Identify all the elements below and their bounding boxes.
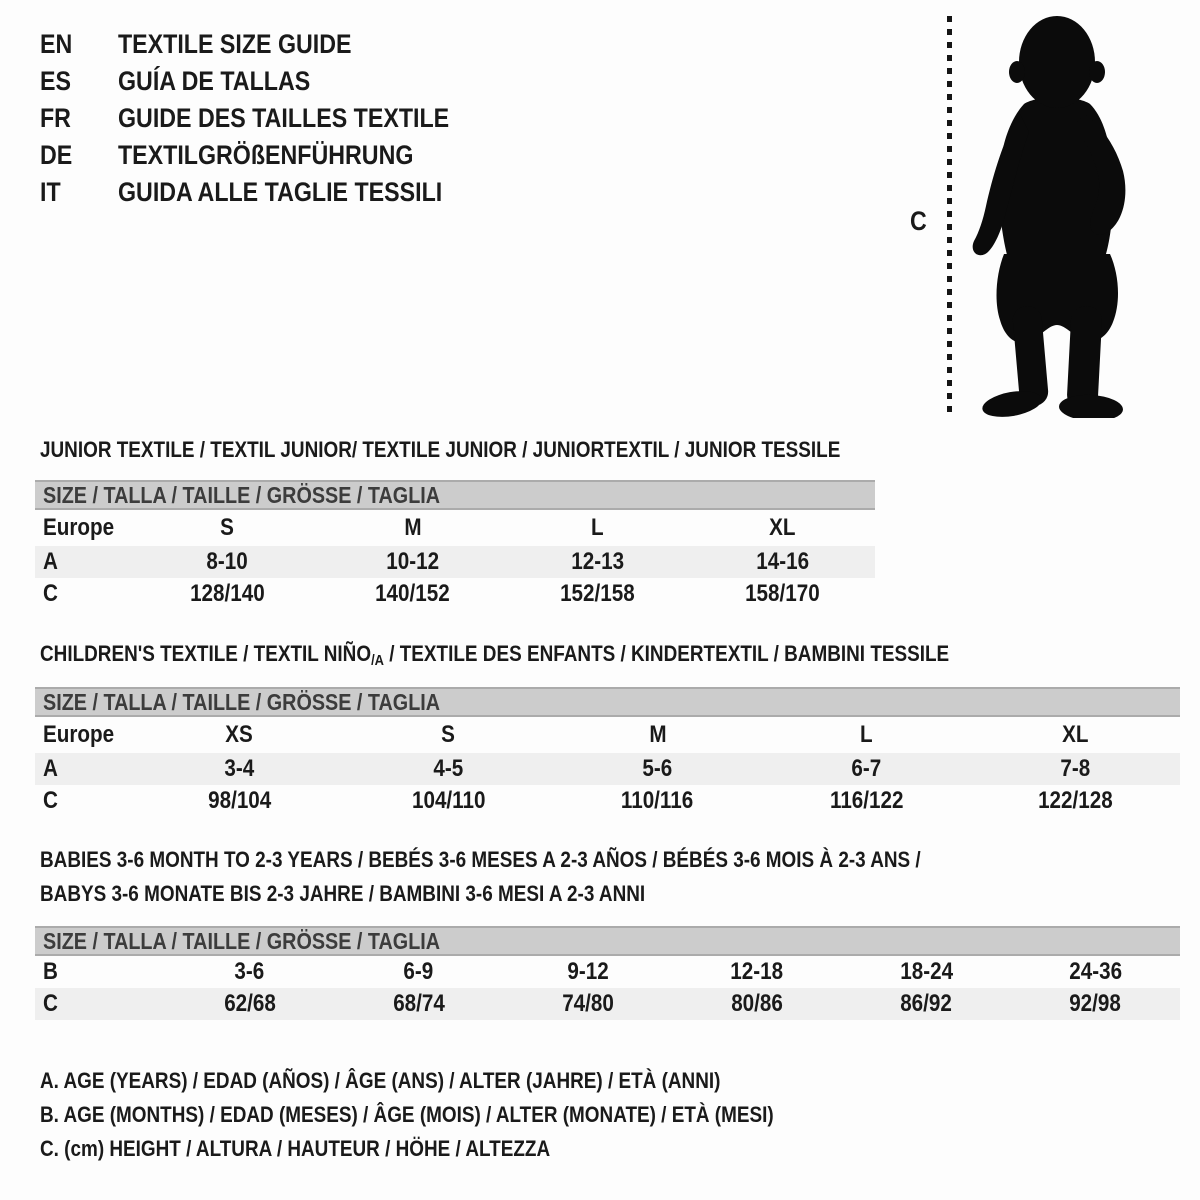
language-title: GUÍA DE TALLAS <box>118 66 311 96</box>
language-title: GUIDA ALLE TAGLIE TESSILI <box>118 177 443 207</box>
size-table-header: SIZE / TALLA / TAILLE / GRÖSSE / TAGLIA <box>35 480 875 510</box>
size-cell: S <box>441 721 456 748</box>
height-cell: 86/92 <box>900 990 953 1017</box>
language-title: GUIDE DES TAILLES TEXTILE <box>118 103 450 133</box>
size-table-header: SIZE / TALLA / TAILLE / GRÖSSE / TAGLIA <box>35 926 1180 956</box>
age-cell: 9-12 <box>567 958 609 985</box>
row-label: C <box>43 787 58 814</box>
section-title-babies: BABIES 3-6 MONTH TO 2-3 YEARS / BEBÉS 3-… <box>40 843 1064 911</box>
section-title-junior: JUNIOR TEXTILE / TEXTIL JUNIOR/ TEXTILE … <box>40 437 841 462</box>
size-table-header: SIZE / TALLA / TAILLE / GRÖSSE / TAGLIA <box>35 687 1180 717</box>
age-cell: 8-10 <box>206 548 249 575</box>
size-cell: XS <box>225 721 254 748</box>
height-cell: 62/68 <box>223 990 276 1017</box>
row-label: B <box>43 958 58 985</box>
height-cell: 152/158 <box>560 580 635 607</box>
size-cell: L <box>860 721 873 748</box>
age-cell: 14-16 <box>756 548 809 575</box>
age-cell: 4-5 <box>433 755 464 782</box>
size-cell: XL <box>769 514 796 541</box>
age-cell: 18-24 <box>899 958 953 985</box>
language-title: TEXTILGRÖßENFÜHRUNG <box>118 140 414 170</box>
table-row-height-cm: C 128/140 140/152 152/158 158/170 <box>35 578 875 610</box>
language-row: EN TEXTILE SIZE GUIDE <box>40 26 503 63</box>
height-cell: 140/152 <box>375 580 450 607</box>
height-cell: 98/104 <box>207 787 272 814</box>
age-cell: 5-6 <box>642 755 673 782</box>
height-cell: 104/110 <box>411 787 486 814</box>
height-cell: 80/86 <box>731 990 783 1017</box>
language-code: ES <box>40 66 71 96</box>
size-cell: L <box>591 514 604 541</box>
legend-line-c: C. (cm) HEIGHT / ALTURA / HAUTEUR / HÖHE… <box>40 1136 551 1161</box>
language-row: FR GUIDE DES TAILLES TEXTILE <box>40 100 503 137</box>
height-cell: 110/116 <box>621 787 694 814</box>
table-row-height-cm: C 62/68 68/74 74/80 80/86 86/92 92/98 <box>35 988 1180 1020</box>
language-row: IT GUIDA ALLE TAGLIE TESSILI <box>40 174 503 211</box>
age-cell: 6-9 <box>403 958 434 985</box>
table-row-age-years: A 3-4 4-5 5-6 6-7 7-8 <box>35 753 1180 785</box>
height-cell: 92/98 <box>1069 990 1122 1017</box>
gender-suffix: /A <box>371 652 384 669</box>
height-cell: 74/80 <box>562 990 614 1017</box>
row-label: A <box>43 548 58 575</box>
legend-line-b: B. AGE (MONTHS) / EDAD (MESES) / ÂGE (MO… <box>40 1102 774 1127</box>
row-label: A <box>43 755 58 782</box>
language-code: IT <box>40 177 61 207</box>
table-row-height-cm: C 98/104 104/110 110/116 116/122 122/128 <box>35 785 1180 817</box>
height-cell: 128/140 <box>190 580 265 607</box>
size-table-children: SIZE / TALLA / TAILLE / GRÖSSE / TAGLIA … <box>35 687 1180 817</box>
table-row-europe: Europe XS S M L XL <box>35 717 1180 753</box>
language-title: TEXTILE SIZE GUIDE <box>118 29 352 59</box>
age-cell: 3-4 <box>224 755 255 782</box>
measure-legend: A. AGE (YEARS) / EDAD (AÑOS) / ÂGE (ANS)… <box>40 1064 893 1166</box>
row-label: C <box>43 580 58 607</box>
size-table-junior: SIZE / TALLA / TAILLE / GRÖSSE / TAGLIA … <box>35 480 875 610</box>
height-cell: 158/170 <box>745 580 820 607</box>
row-label: Europe <box>43 514 115 541</box>
height-cell: 122/128 <box>1038 787 1113 814</box>
size-cell: XL <box>1062 721 1089 748</box>
age-cell: 24-36 <box>1069 958 1122 985</box>
section-title-children: CHILDREN'S TEXTILE / TEXTIL NIÑO/A / TEX… <box>40 641 950 669</box>
row-label: Europe <box>43 721 115 748</box>
table-row-age-years: A 8-10 10-12 12-13 14-16 <box>35 546 875 578</box>
height-cell: 68/74 <box>392 990 445 1017</box>
toddler-silhouette <box>972 16 1126 418</box>
legend-line-a: A. AGE (YEARS) / EDAD (AÑOS) / ÂGE (ANS)… <box>40 1068 721 1093</box>
section-title-babies-line2: BABYS 3-6 MONATE BIS 2-3 JAHRE / BAMBINI… <box>40 881 646 906</box>
language-row: ES GUÍA DE TALLAS <box>40 63 503 100</box>
language-code: EN <box>40 29 73 59</box>
height-measure-label: C <box>910 206 927 236</box>
age-cell: 3-6 <box>234 958 265 985</box>
language-row: DE TEXTILGRÖßENFÜHRUNG <box>40 137 503 174</box>
age-cell: 12-18 <box>730 958 784 985</box>
size-table-babies: SIZE / TALLA / TAILLE / GRÖSSE / TAGLIA … <box>35 926 1180 1020</box>
height-measure-dashed-line <box>947 16 952 416</box>
row-label: C <box>43 990 58 1017</box>
language-code: DE <box>40 140 73 170</box>
age-cell: 10-12 <box>386 548 439 575</box>
section-title-babies-line1: BABIES 3-6 MONTH TO 2-3 YEARS / BEBÉS 3-… <box>40 847 921 872</box>
age-cell: 6-7 <box>851 755 882 782</box>
size-cell: M <box>648 721 667 748</box>
age-cell: 7-8 <box>1060 755 1091 782</box>
language-code: FR <box>40 103 71 133</box>
table-row-europe: Europe S M L XL <box>35 510 875 546</box>
height-cell: 116/122 <box>829 787 904 814</box>
language-title-list: EN TEXTILE SIZE GUIDE ES GUÍA DE TALLAS … <box>40 26 503 211</box>
age-cell: 12-13 <box>571 548 624 575</box>
size-cell: M <box>403 514 422 541</box>
size-cell: S <box>220 514 235 541</box>
table-row-age-months: B 3-6 6-9 9-12 12-18 18-24 24-36 <box>35 956 1180 988</box>
